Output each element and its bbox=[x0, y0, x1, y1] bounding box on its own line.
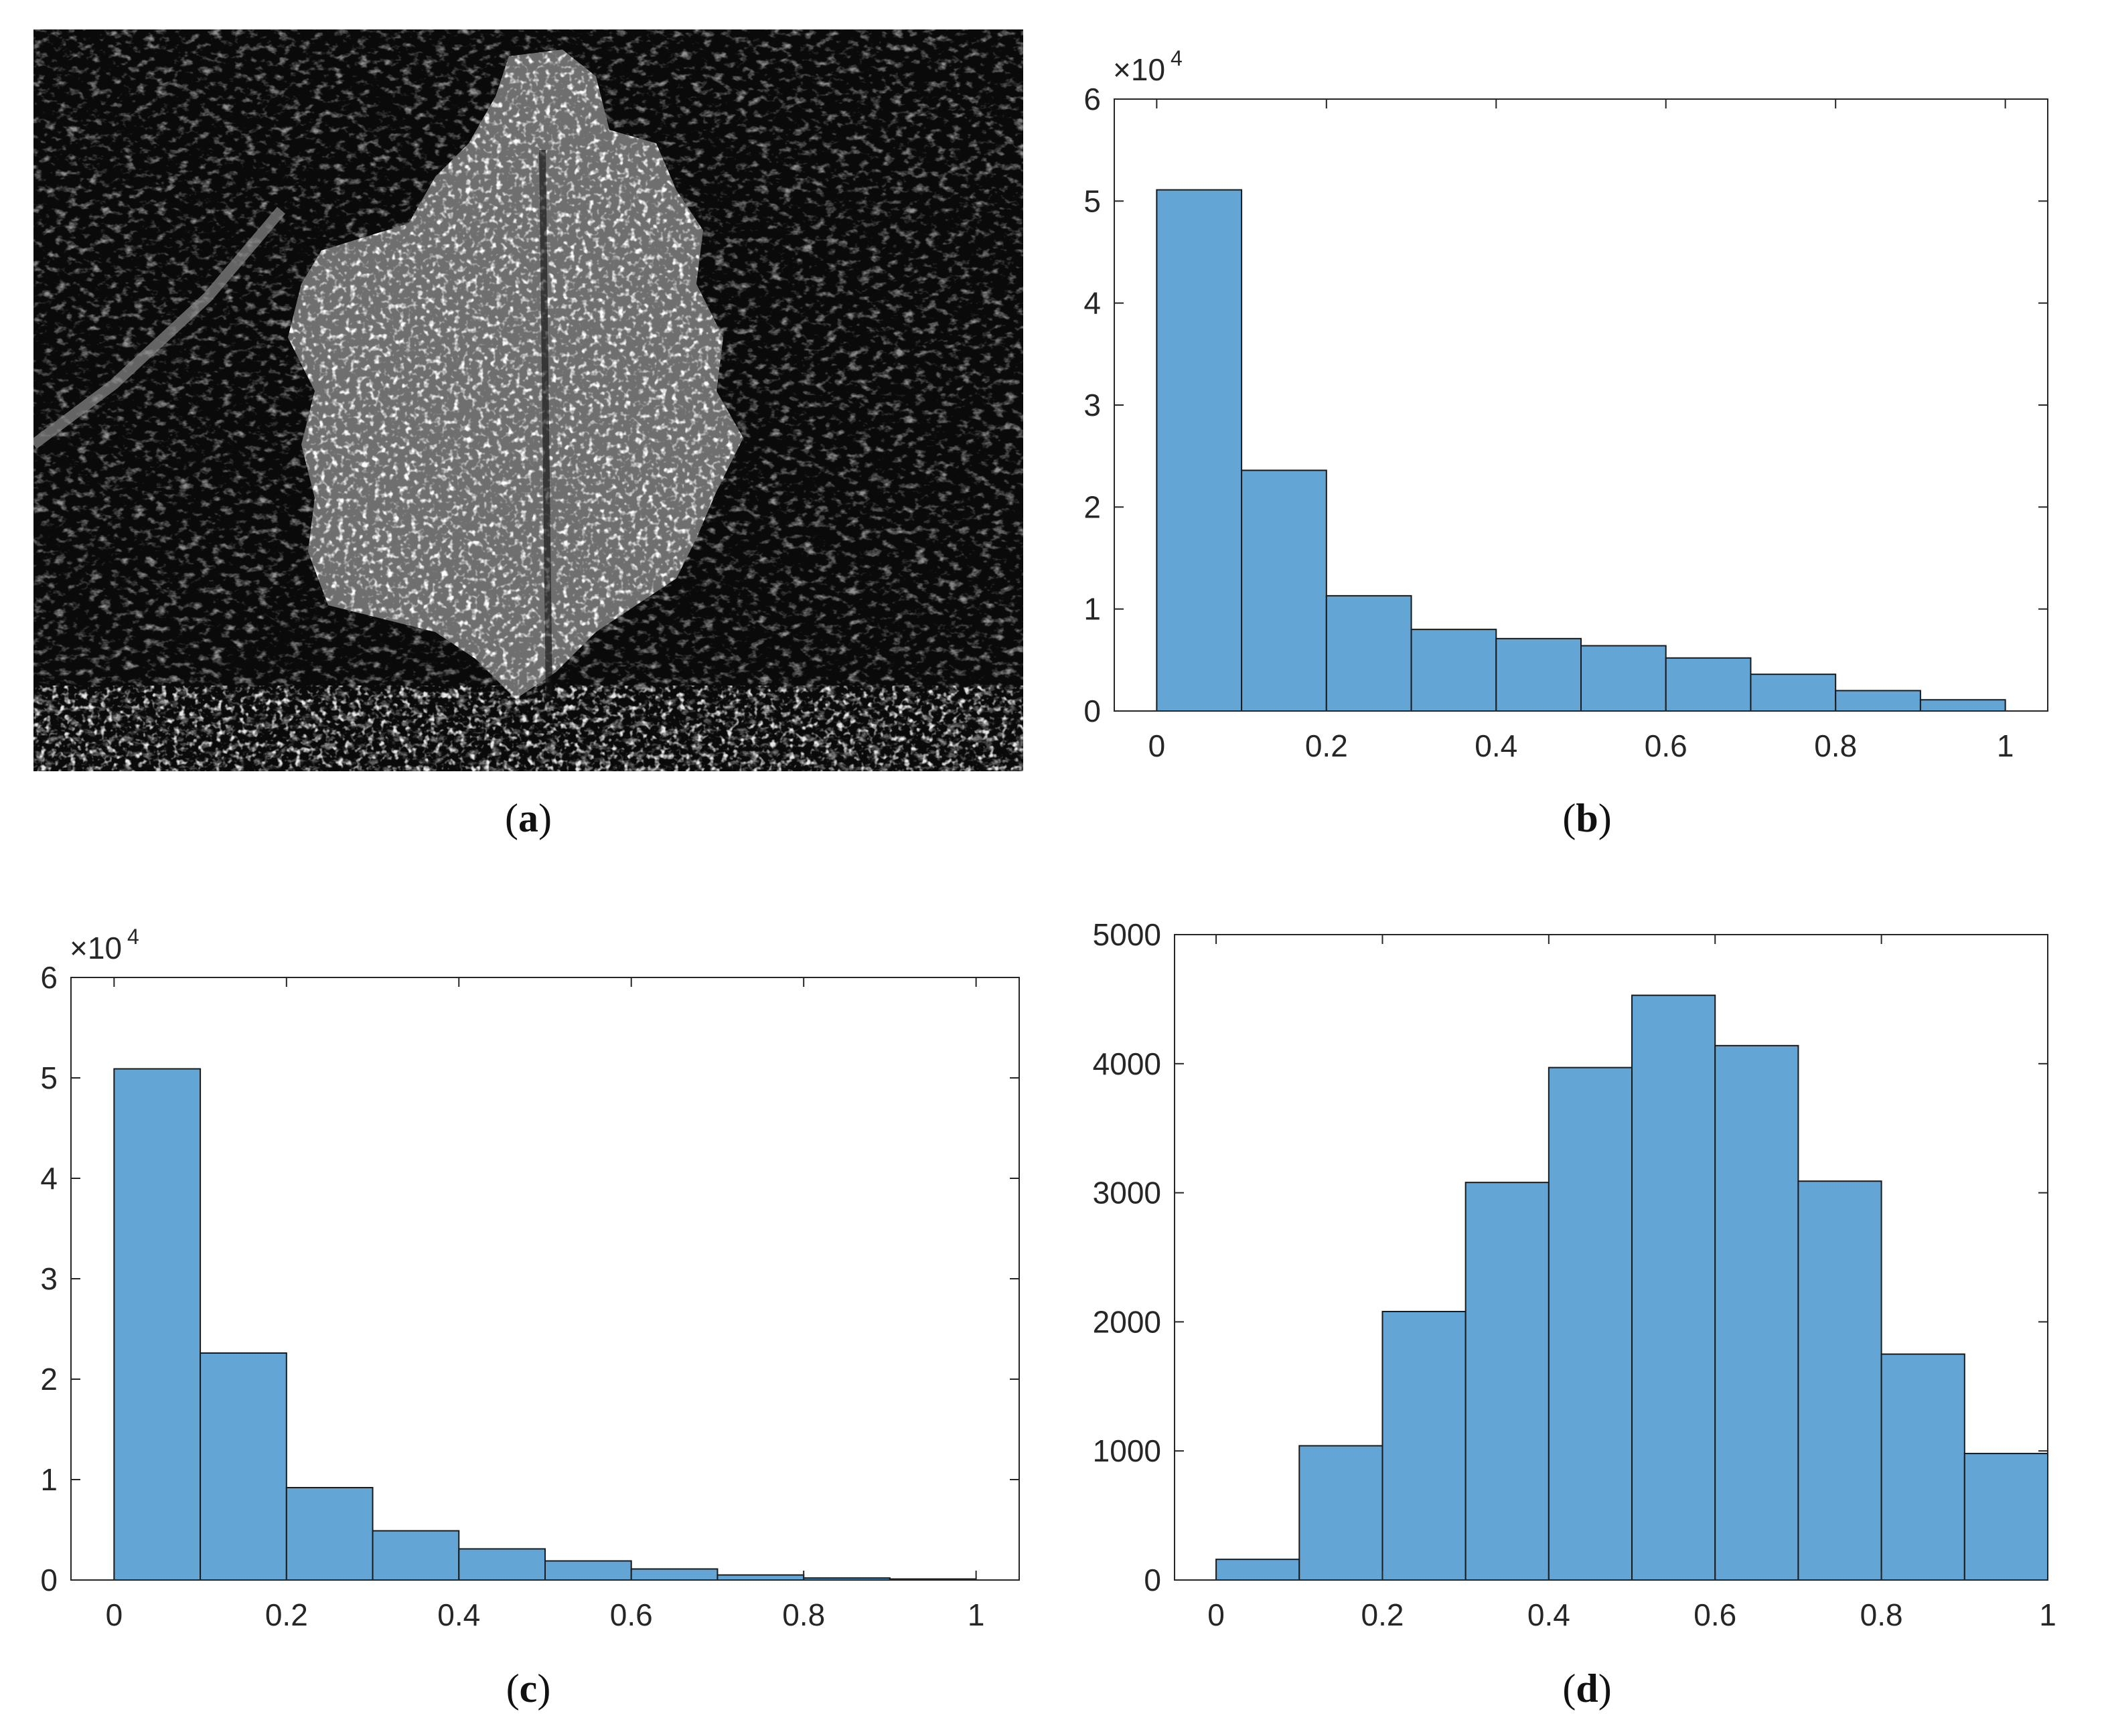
histogram-bar bbox=[1548, 1067, 1633, 1581]
y-exponent-power: 4 bbox=[1171, 46, 1183, 70]
y-tick-label: 0 bbox=[40, 1563, 58, 1597]
x-tick-label: 0.4 bbox=[437, 1597, 480, 1632]
y-tick-label: 6 bbox=[1083, 82, 1101, 116]
x-tick-label: 0.6 bbox=[1645, 728, 1687, 763]
y-tick-label: 1000 bbox=[1093, 1433, 1161, 1468]
histogram-bar bbox=[717, 1574, 805, 1581]
y-tick-label: 6 bbox=[40, 960, 58, 995]
histogram-bar bbox=[1963, 1453, 2049, 1581]
y-tick-label: 4000 bbox=[1093, 1046, 1161, 1081]
y-tick-label: 5000 bbox=[1093, 917, 1161, 952]
y-exponent-power: 4 bbox=[127, 925, 139, 949]
x-tick-label: 0.4 bbox=[1475, 728, 1517, 763]
histogram-bar bbox=[113, 1068, 202, 1581]
histogram-bar bbox=[1631, 994, 1716, 1581]
x-tick-label: 0.8 bbox=[782, 1597, 825, 1632]
histogram-bar bbox=[1880, 1353, 1965, 1581]
caption-c: (c) bbox=[506, 1666, 551, 1712]
x-tick-label: 0 bbox=[106, 1597, 123, 1632]
x-tick-label: 0.8 bbox=[1860, 1597, 1903, 1632]
histogram-d: 0 0.2 0.4 0.6 0.8 1 0 1000 2000 3000 4000 5000 bbox=[1093, 917, 2056, 1632]
histogram-bar bbox=[458, 1548, 546, 1581]
axes-box bbox=[1174, 934, 2048, 1581]
x-tick-label: 0.4 bbox=[1527, 1597, 1570, 1632]
x-tick-label: 1 bbox=[1997, 728, 2014, 763]
x-tick-label: 0.6 bbox=[1694, 1597, 1736, 1632]
histogram-bar bbox=[372, 1530, 460, 1581]
caption-b-letter: b bbox=[1576, 796, 1598, 840]
histogram-bar bbox=[1580, 645, 1667, 712]
histogram-bar bbox=[1325, 595, 1412, 712]
caption-a-letter: a bbox=[518, 796, 538, 840]
caption-b-close: ) bbox=[1598, 796, 1612, 840]
histogram-bar bbox=[630, 1568, 719, 1581]
y-tick-label: 2 bbox=[1083, 489, 1101, 524]
y-tick-label: 1 bbox=[1083, 592, 1101, 627]
histogram-bar bbox=[1919, 699, 2006, 712]
caption-c-open: ( bbox=[506, 1666, 520, 1711]
x-tick-label: 0.2 bbox=[1305, 728, 1348, 763]
x-tick-label: 0 bbox=[1148, 728, 1166, 763]
caption-d-close: ) bbox=[1598, 1666, 1612, 1711]
histogram-bar bbox=[1750, 674, 1837, 712]
caption-c-letter: c bbox=[519, 1666, 538, 1711]
histogram-bar bbox=[285, 1487, 374, 1581]
sar-texture-image bbox=[33, 29, 1023, 771]
y-tick-label: 4 bbox=[40, 1161, 58, 1196]
x-tick-label: 0.6 bbox=[610, 1597, 653, 1632]
y-tick-label: 0 bbox=[1144, 1563, 1161, 1597]
y-tick-label: 2000 bbox=[1093, 1304, 1161, 1339]
caption-c-close: ) bbox=[537, 1666, 551, 1711]
caption-b-open: ( bbox=[1562, 796, 1576, 840]
caption-d-open: ( bbox=[1562, 1666, 1576, 1711]
y-tick-label: 5 bbox=[1083, 183, 1101, 218]
caption-a: (a) bbox=[505, 795, 552, 842]
y-tick-label: 3 bbox=[40, 1261, 58, 1296]
x-tick-label: 0 bbox=[1207, 1597, 1225, 1632]
caption-d-letter: d bbox=[1576, 1666, 1598, 1711]
x-tick-label: 0.2 bbox=[1361, 1597, 1404, 1632]
x-tick-label: 1 bbox=[968, 1597, 985, 1632]
histogram-bar bbox=[1156, 189, 1243, 712]
histogram-bar bbox=[1241, 469, 1327, 712]
y-tick-label: 2 bbox=[40, 1362, 58, 1397]
histogram-bar bbox=[1495, 637, 1582, 712]
caption-d: (d) bbox=[1562, 1666, 1611, 1712]
x-tick-label: 1 bbox=[2039, 1597, 2056, 1632]
x-tick-label: 0.8 bbox=[1814, 728, 1857, 763]
histogram-bar bbox=[1298, 1445, 1383, 1581]
histogram-bar bbox=[544, 1560, 632, 1581]
y-tick-label: 5 bbox=[40, 1060, 58, 1095]
histogram-bar bbox=[1381, 1310, 1466, 1581]
caption-b: (b) bbox=[1562, 795, 1611, 842]
histogram-bar bbox=[1215, 1559, 1300, 1581]
caption-a-open: ( bbox=[505, 796, 518, 840]
histogram-bar bbox=[1835, 690, 1921, 712]
histogram-bar bbox=[200, 1352, 287, 1581]
y-tick-label: 3 bbox=[1083, 388, 1101, 422]
y-exponent-label: ×10 bbox=[1113, 52, 1165, 87]
y-tick-label: 1 bbox=[40, 1462, 58, 1497]
histogram-bar bbox=[1464, 1182, 1550, 1581]
y-exponent-label: ×10 bbox=[70, 931, 122, 965]
y-tick-label: 0 bbox=[1083, 694, 1101, 728]
caption-a-close: ) bbox=[538, 796, 552, 840]
y-tick-label: 3000 bbox=[1093, 1176, 1161, 1210]
histogram-bar bbox=[1714, 1044, 1799, 1581]
histogram-bar bbox=[1665, 657, 1752, 712]
y-tick-label: 4 bbox=[1083, 286, 1101, 321]
histogram-bar bbox=[1797, 1180, 1882, 1581]
panel-a-image bbox=[33, 29, 1023, 771]
histogram-bar bbox=[1410, 629, 1497, 712]
x-tick-label: 0.2 bbox=[265, 1597, 308, 1632]
